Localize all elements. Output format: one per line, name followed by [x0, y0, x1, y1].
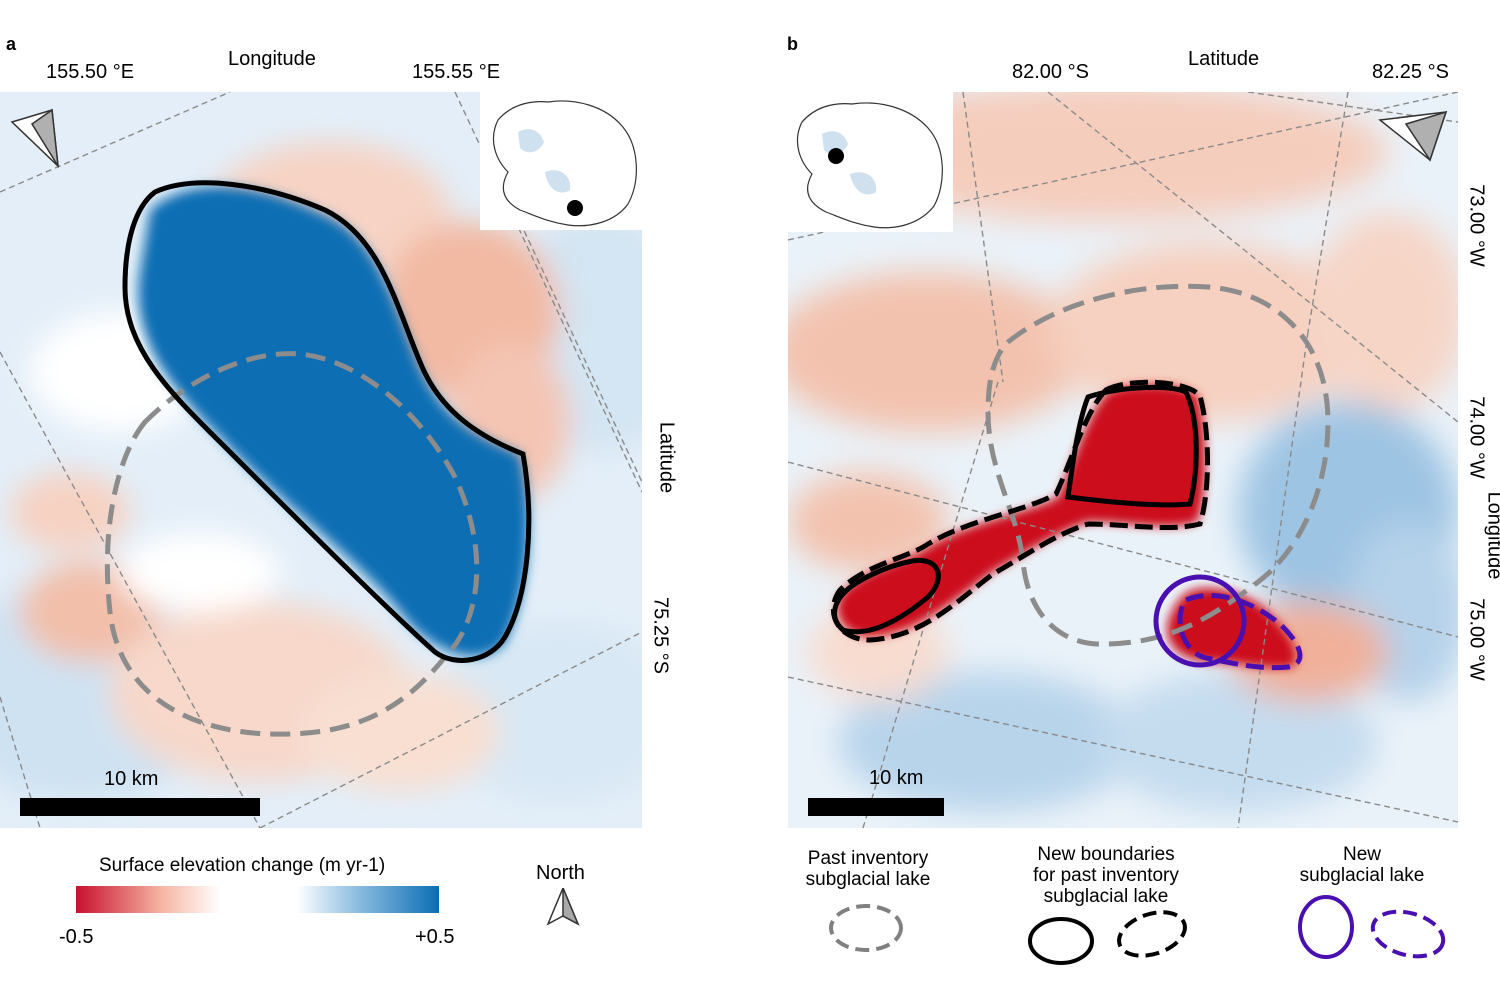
legend-new-lake-dashed-ellipse	[1370, 909, 1446, 959]
north-arrow-label: North	[536, 862, 585, 884]
colorbar-min-label: -0.5	[59, 926, 94, 948]
panel-a-top-tick-1: 155.50 °E	[46, 61, 135, 83]
panel-a-map	[0, 92, 642, 828]
panel-a-right-tick-1: 75.25 °S	[649, 597, 672, 674]
panel-b-letter: b	[787, 34, 798, 54]
legend-new-lake-line1: New	[1342, 844, 1381, 865]
panel-a-top-tick-2: 155.55 °E	[412, 61, 501, 83]
panel-b-map	[788, 92, 1458, 828]
panel-b-right-tick-2: 74.00 °W	[1465, 396, 1488, 479]
legend-past-label: Past inventory subglacial lake	[778, 848, 958, 890]
colorbar-max-label: +0.5	[415, 926, 455, 948]
panel-a-map-north-arrow-icon	[10, 108, 59, 168]
panel-b-right-axis-title: Longitude	[1483, 491, 1500, 580]
legend-new-boundaries-line1: New boundaries	[1037, 844, 1175, 865]
legend-new-boundaries-line3: subglacial lake	[1043, 886, 1169, 907]
panel-a-scale-bar	[20, 798, 260, 816]
panel-b-top-tick-2: 82.25 °S	[1372, 61, 1449, 83]
colorbar-negative-ramp	[76, 886, 220, 913]
panel-a-scale-bar-label: 10 km	[104, 768, 159, 790]
legend-new-boundaries-label: New boundaries for past inventory subgla…	[1006, 844, 1206, 907]
colorbar-title: Surface elevation change (m yr-1)	[99, 855, 386, 876]
legend-new-boundaries-line2: for past inventory	[1033, 865, 1179, 886]
panel-b-right-tick-3: 75.00 °W	[1465, 598, 1488, 681]
panel-b-map-north-arrow-icon	[1378, 110, 1448, 162]
panel-b-top-axis-title: Latitude	[1188, 48, 1260, 70]
north-arrow-icon	[546, 888, 580, 926]
colorbar-positive-ramp	[297, 886, 439, 913]
legend-new-lake-label: New subglacial lake	[1272, 844, 1452, 886]
panel-b-top-tick-1: 82.00 °S	[1012, 61, 1089, 83]
legend-new-lake-line2: subglacial lake	[1299, 865, 1425, 886]
panel-b-antarctica-inset	[788, 92, 953, 232]
panel-a-antarctica-inset	[480, 92, 642, 230]
panel-b-scale-bar	[808, 798, 944, 816]
panel-a-letter: a	[6, 34, 17, 54]
legend-past-dashed-ellipse	[829, 904, 903, 952]
legend-past-label-line2: subglacial lake	[805, 869, 931, 890]
legend-new-boundaries-solid-ellipse	[1028, 917, 1094, 965]
legend-past-label-line1: Past inventory	[807, 848, 929, 869]
panel-b-scale-bar-label: 10 km	[869, 767, 924, 789]
legend-new-lake-solid-ellipse	[1298, 895, 1354, 959]
panel-a-top-axis-title: Longitude	[228, 48, 316, 70]
panel-b-right-tick-1: 73.00 °W	[1465, 184, 1488, 267]
legend-new-boundaries-dashed-ellipse	[1117, 910, 1187, 958]
panel-a-right-axis-title: Latitude	[655, 421, 678, 494]
